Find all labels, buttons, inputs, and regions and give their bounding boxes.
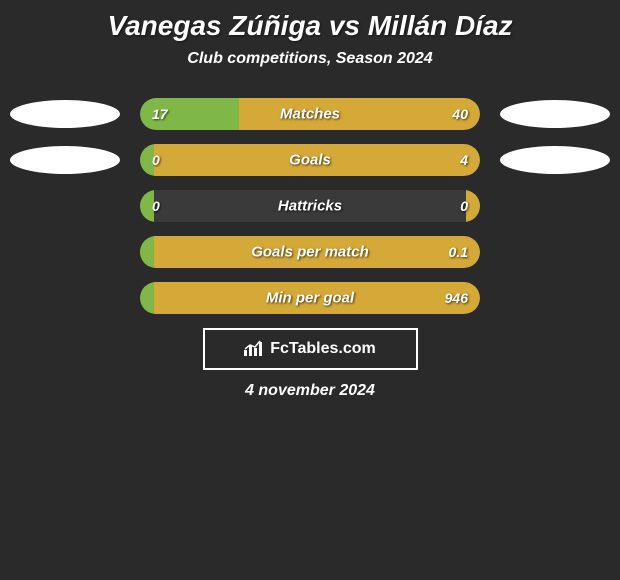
date-label: 4 november 2024 bbox=[0, 382, 620, 400]
player-badge-right bbox=[500, 100, 610, 128]
stat-bar: Goals per match 0.1 bbox=[140, 236, 480, 268]
stat-row: Min per goal 946 bbox=[0, 282, 620, 314]
bar-segment-left bbox=[140, 236, 154, 268]
stat-row: Goals per match 0.1 bbox=[0, 236, 620, 268]
stat-label: Matches bbox=[280, 106, 340, 123]
stat-value-right: 0 bbox=[460, 198, 468, 214]
stat-label: Hattricks bbox=[278, 198, 342, 215]
comparison-subtitle: Club competitions, Season 2024 bbox=[0, 50, 620, 68]
stat-bar: Hattricks 0 0 bbox=[140, 190, 480, 222]
stat-bar: Matches 17 40 bbox=[140, 98, 480, 130]
bar-segment-right bbox=[466, 190, 480, 222]
stat-value-right: 4 bbox=[460, 152, 468, 168]
bar-segment-right bbox=[239, 98, 480, 130]
stat-row: Matches 17 40 bbox=[0, 98, 620, 130]
logo-text: FcTables.com bbox=[270, 340, 376, 358]
stat-value-left: 0 bbox=[152, 198, 160, 214]
chart-icon bbox=[244, 338, 264, 361]
stat-value-right: 40 bbox=[452, 106, 468, 122]
stat-value-right: 0.1 bbox=[449, 244, 468, 260]
stat-value-left: 0 bbox=[152, 152, 160, 168]
stat-bar: Min per goal 946 bbox=[140, 282, 480, 314]
player-badge-right bbox=[500, 146, 610, 174]
player-badge-left bbox=[10, 100, 120, 128]
stat-value-left: 17 bbox=[152, 106, 168, 122]
bar-segment-left bbox=[140, 282, 154, 314]
player-badge-left bbox=[10, 146, 120, 174]
stat-row: Hattricks 0 0 bbox=[0, 190, 620, 222]
fctables-logo[interactable]: FcTables.com bbox=[203, 328, 418, 370]
stat-label: Min per goal bbox=[266, 290, 354, 307]
stat-value-right: 946 bbox=[445, 290, 468, 306]
stat-label: Goals bbox=[289, 152, 331, 169]
stat-row: Goals 0 4 bbox=[0, 144, 620, 176]
stat-bar: Goals 0 4 bbox=[140, 144, 480, 176]
stat-label: Goals per match bbox=[251, 244, 369, 261]
comparison-title: Vanegas Zúñiga vs Millán Díaz bbox=[0, 10, 620, 42]
